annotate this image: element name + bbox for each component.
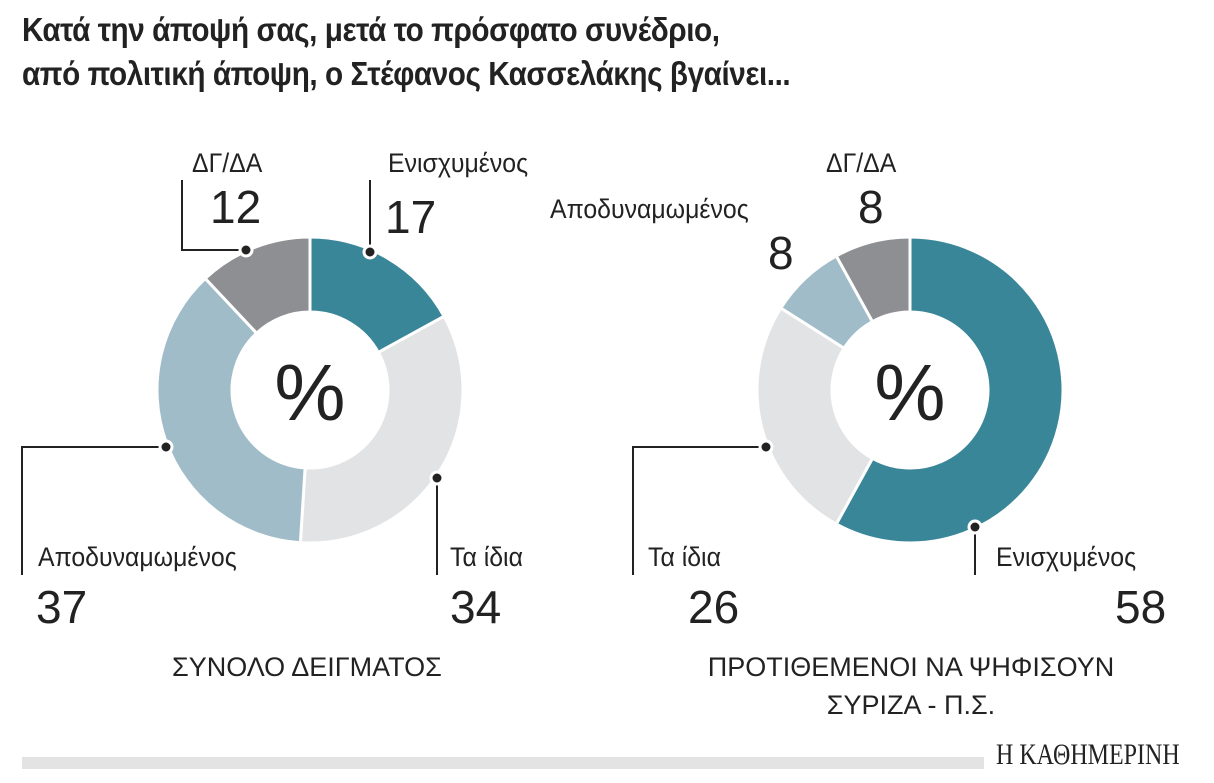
caption-right-line-2: ΣΥΡΙΖΑ - Π.Σ. — [826, 690, 996, 720]
value-left-enisx: 17 — [385, 191, 437, 243]
label-left-apod: Αποδυναμωμένος — [38, 542, 237, 572]
leader-line — [181, 180, 246, 251]
leader-dot — [758, 439, 774, 455]
center-percent-label: % — [274, 348, 345, 437]
leader-dot — [429, 470, 445, 486]
label-left-enisx: Ενισχυμένος — [388, 148, 529, 178]
caption-right: ΠΡΟΤΙΘΕΜΕΝΟΙ ΝΑ ΨΗΦΙΣΟΥΝ ΣΥΡΙΖΑ - Π.Σ. — [686, 648, 1136, 724]
donut-slice-1-3 — [834, 235, 912, 324]
footer-bar — [22, 757, 984, 769]
donut-slice-1-0 — [834, 235, 1065, 545]
title-line-1: Κατά την άποψή σας, μετά το πρόσφατο συν… — [22, 11, 720, 48]
publisher-logo: Η ΚΑΘΗΜΕΡΙΝΗ — [996, 738, 1180, 771]
donut-slice-0-3 — [203, 235, 312, 336]
label-right-apod: Αποδυναμωμένος — [550, 194, 749, 224]
label-left-idia: Τα ίδια — [450, 542, 523, 572]
label-right-idia: Τα ίδια — [648, 542, 721, 572]
value-left-dgda: 12 — [210, 181, 262, 233]
value-right-apod: 8 — [768, 227, 794, 279]
value-right-enisx: 58 — [1115, 581, 1167, 633]
donut-slice-0-2 — [155, 276, 307, 545]
leader-line — [21, 446, 166, 575]
label-right-enisx: Ενισχυμένος — [996, 542, 1137, 572]
leader-dot — [362, 244, 378, 260]
caption-right-line-1: ΠΡΟΤΙΘΕΜΕΝΟΙ ΝΑ ΨΗΦΙΣΟΥΝ — [707, 652, 1115, 682]
label-left-dgda: ΔΓ/ΔΑ — [192, 148, 263, 178]
value-right-idia: 26 — [688, 581, 740, 633]
center-percent-label: % — [874, 348, 945, 437]
leader-dot — [238, 242, 254, 258]
caption-left: ΣΥΝΟΛΟ ΔΕΙΓΜΑΤΟΣ — [172, 652, 442, 682]
leader-dot — [158, 439, 174, 455]
value-left-idia: 34 — [450, 581, 502, 633]
leader-dot — [967, 519, 983, 535]
title-line-2: από πολιτική άποψη, ο Στέφανος Κασσελάκη… — [22, 55, 791, 92]
leader-line — [632, 446, 766, 575]
label-right-dgda: ΔΓ/ΔΑ — [826, 148, 897, 178]
value-right-dgda: 8 — [858, 181, 884, 233]
value-left-apod: 37 — [36, 581, 88, 633]
chart-title: Κατά την άποψή σας, μετά το πρόσφατο συν… — [22, 8, 791, 96]
donut-slice-1-1 — [755, 305, 875, 527]
donut-slice-0-1 — [298, 314, 465, 545]
